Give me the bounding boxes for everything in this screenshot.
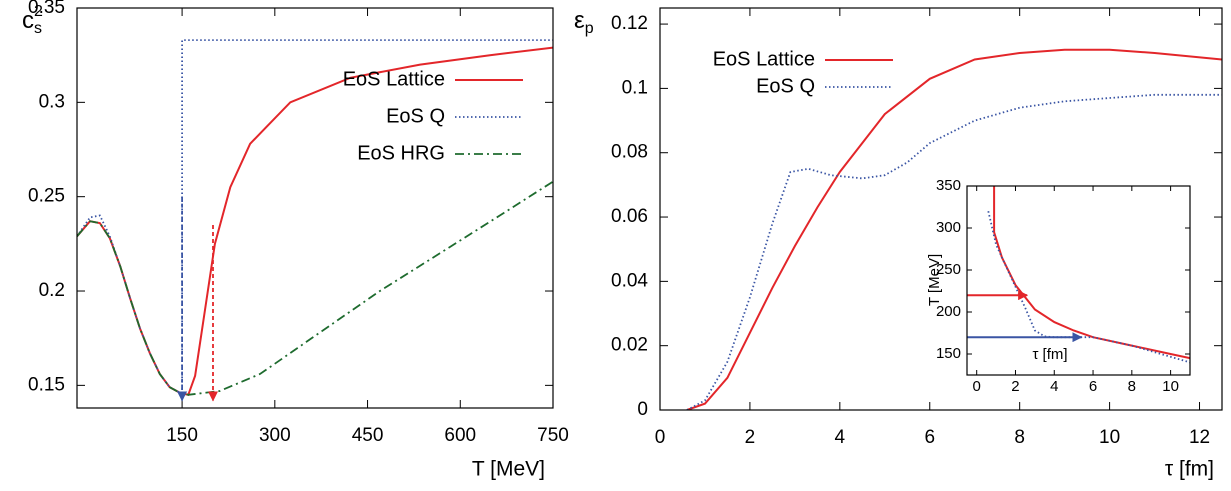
legend-label: EoS HRG	[357, 142, 445, 164]
x-tick-label: 4	[1050, 378, 1058, 395]
line	[77, 180, 553, 396]
y-tick-label: 0.12	[611, 13, 648, 34]
x-axis-label: T [MeV]	[472, 458, 545, 481]
line	[987, 210, 1190, 364]
legend-label: EoS Q	[756, 75, 815, 97]
plot-frame	[76, 7, 554, 409]
x-tick-label: 150	[166, 425, 198, 446]
y-axis-label-sub: p	[585, 20, 594, 37]
x-tick-label: 6	[924, 427, 935, 448]
y-axis-label-base: ε	[574, 7, 585, 34]
x-tick-label: 12	[1189, 427, 1210, 448]
x-tick-label: 4	[835, 427, 846, 448]
y-tick-label: 0.15	[28, 374, 65, 395]
y-tick-label: 0.1	[622, 77, 648, 98]
x-tick-label: 300	[259, 425, 291, 446]
y-tick-label: 150	[936, 345, 961, 362]
y-tick-label: 0.25	[28, 186, 65, 207]
y-axis-label-sub: s	[34, 20, 42, 37]
y-axis-label: εp	[574, 7, 594, 37]
x-axis-label: τ [fm]	[1032, 346, 1067, 363]
y-tick-label: 0	[637, 399, 648, 420]
y-tick-label: 0.2	[39, 280, 65, 301]
y-tick-label: 250	[936, 261, 961, 278]
plot-frame	[659, 7, 1223, 411]
y-tick-label: 0.02	[611, 335, 648, 356]
plot-frame	[966, 185, 1191, 376]
plot-area	[987, 186, 1190, 364]
x-tick-label: 600	[444, 425, 476, 446]
inset-background	[967, 186, 1190, 375]
y-tick-label: 0.06	[611, 206, 648, 227]
x-tick-label: 750	[537, 425, 569, 446]
y-tick-label: 350	[936, 177, 961, 194]
x-tick-label: 2	[745, 427, 756, 448]
x-tick-label: 8	[1128, 378, 1136, 395]
y-tick-label: 0.3	[39, 91, 65, 112]
y-tick-label: 300	[936, 219, 961, 236]
legend-label: EoS Lattice	[343, 68, 445, 90]
x-tick-label: 2	[1011, 378, 1019, 395]
y-axis-label: T [MeV]	[926, 254, 943, 306]
x-tick-label: 450	[352, 425, 384, 446]
x-tick-label: 0	[973, 378, 981, 395]
x-tick-label: 6	[1089, 378, 1097, 395]
panel: 0 2 4 6 8 10 150 200 250 300 350 τ [fm] T [MeV]	[926, 177, 1191, 395]
plot-area	[686, 48, 1222, 410]
x-tick-label: 10	[1162, 378, 1179, 395]
x-axis-label: τ [fm]	[1165, 458, 1214, 481]
plot-area	[77, 39, 553, 396]
legend-label: EoS Lattice	[713, 48, 815, 70]
line	[686, 48, 1222, 410]
panel: 0 2 4 6 8 10 12 0 0.02 0.04 0.06 0.08 0.1 0.12 τ [fm] ε…	[574, 7, 1223, 481]
x-tick-label: 8	[1014, 427, 1025, 448]
y-tick-label: 200	[936, 303, 961, 320]
y-tick-label: 0.08	[611, 142, 648, 163]
y-axis-label-base: c	[22, 7, 34, 34]
x-tick-label: 0	[655, 427, 666, 448]
y-tick-label: 0.04	[611, 270, 648, 291]
x-tick-label: 10	[1099, 427, 1120, 448]
y-axis-label-sup: 2	[34, 3, 43, 20]
y-axis-label: cs2	[22, 3, 43, 37]
legend-label: EoS Q	[386, 105, 445, 127]
panel: 150 300 450 600 750 0.15 0.2 0.25 0.3 0.35 T [MeV]…	[22, 0, 569, 481]
y-tick-label: 0.35	[28, 0, 65, 18]
line	[77, 46, 553, 396]
